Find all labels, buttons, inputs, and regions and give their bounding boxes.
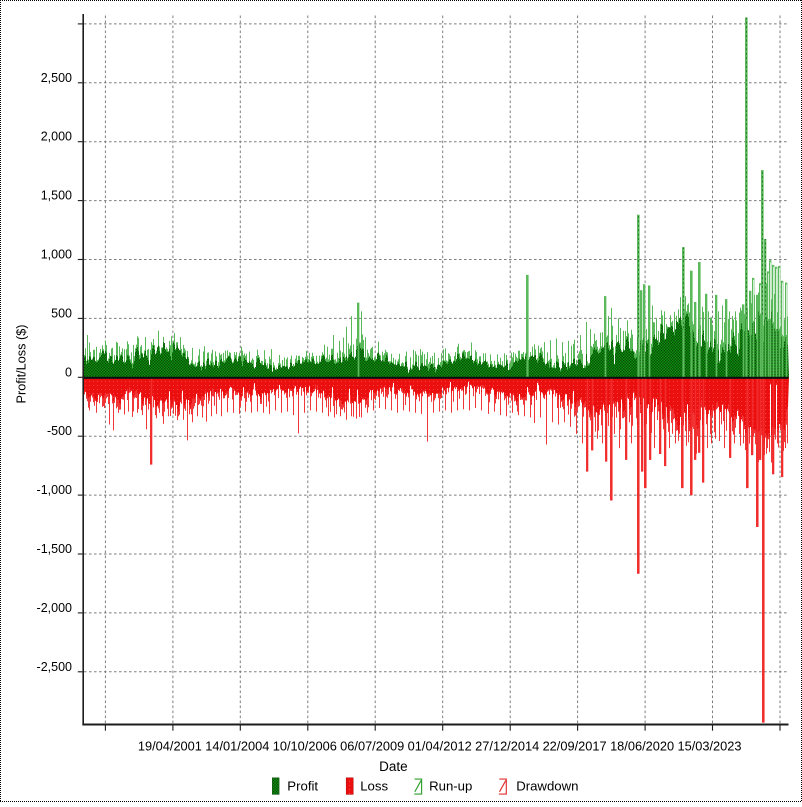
svg-text:-2,000: -2,000 — [37, 601, 72, 615]
svg-text:Profit/Loss ($): Profit/Loss ($) — [15, 325, 29, 404]
svg-text:-2,500: -2,500 — [37, 660, 72, 674]
svg-text:Profit: Profit — [287, 779, 318, 794]
svg-text:19/04/2001: 19/04/2001 — [138, 739, 202, 754]
svg-text:18/06/2020: 18/06/2020 — [610, 739, 674, 754]
svg-text:27/12/2014: 27/12/2014 — [475, 739, 539, 754]
svg-text:Drawdown: Drawdown — [516, 779, 578, 794]
svg-text:-500: -500 — [47, 424, 72, 438]
svg-text:Run-up: Run-up — [429, 779, 472, 794]
svg-text:Date: Date — [379, 759, 408, 774]
svg-text:10/10/2006: 10/10/2006 — [273, 739, 337, 754]
svg-text:14/01/2004: 14/01/2004 — [205, 739, 269, 754]
svg-text:Loss: Loss — [360, 779, 388, 794]
svg-text:2,500: 2,500 — [41, 71, 72, 85]
svg-text:500: 500 — [51, 306, 72, 320]
svg-text:1,500: 1,500 — [41, 189, 72, 203]
svg-text:1,000: 1,000 — [41, 248, 72, 262]
svg-text:01/04/2012: 01/04/2012 — [408, 739, 472, 754]
svg-text:2,000: 2,000 — [41, 130, 72, 144]
svg-text:22/09/2017: 22/09/2017 — [543, 739, 607, 754]
svg-text:06/07/2009: 06/07/2009 — [340, 739, 404, 754]
svg-text:0: 0 — [65, 365, 72, 379]
svg-text:15/03/2023: 15/03/2023 — [677, 739, 741, 754]
svg-text:-1,500: -1,500 — [37, 542, 72, 556]
svg-text:-1,000: -1,000 — [37, 483, 72, 497]
